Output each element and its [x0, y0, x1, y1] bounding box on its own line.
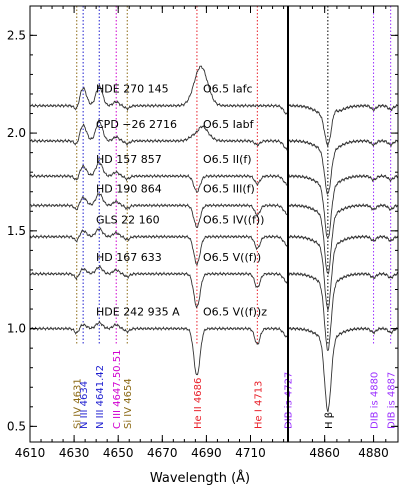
xtick-label-right-1: 4880 — [358, 446, 389, 460]
xtick-label-right-0: 4860 — [309, 446, 340, 460]
xtick-label-left-2: 4650 — [103, 446, 134, 460]
reference-lines — [76, 6, 392, 345]
x-axis-label: Wavelength (Å) — [150, 470, 250, 486]
line-label-7: DIB is 4727 — [284, 372, 295, 429]
line-label-2: N III 4641.42 — [95, 365, 106, 429]
star-sptype-0: O6.5 Iafc — [203, 83, 253, 96]
ytick-label-3: 2.0 — [7, 126, 26, 140]
line-label-1: N III 4634 — [79, 381, 90, 429]
xtick-label-left-3: 4670 — [147, 446, 178, 460]
spectrum-right-3 — [287, 203, 399, 275]
ytick-label-0: 0.5 — [7, 419, 26, 433]
xtick-label-left-5: 4710 — [235, 446, 266, 460]
star-labels: HDE 270 145 O6.5 Iafc CPD −26 2716 O6.5 Iab… — [96, 83, 267, 319]
star-name-5: HD 167 633 — [96, 251, 162, 264]
star-name-1: CPD −26 2716 — [96, 118, 177, 131]
star-sptype-1: O6.5 Iabf — [203, 118, 255, 131]
ytick-label-1: 1.0 — [7, 322, 26, 336]
line-label-6: He I 4713 — [253, 381, 264, 429]
plot-frame — [29, 5, 399, 443]
spectrum-right-6 — [287, 326, 399, 413]
spectrum-left-5 — [29, 264, 289, 309]
spectrum-right-4 — [287, 234, 399, 312]
xtick-label-left-4: 4690 — [191, 446, 222, 460]
axes: 0.5 1.0 1.5 2.0 2.5 4610 4630 4650 4670 4690 4710 4… — [7, 5, 399, 460]
line-label-3: C III 4647.50.51 — [112, 350, 123, 429]
ytick-label-2: 1.5 — [7, 224, 26, 238]
line-label-8: H β — [324, 412, 335, 429]
spectrum-left-3 — [29, 192, 289, 228]
spectrum-left-1 — [29, 118, 289, 151]
line-label-0: Si IV 4631 — [73, 378, 84, 429]
xtick-label-left-0: 4610 — [15, 446, 46, 460]
star-name-6: HDE 242 935 A — [96, 306, 180, 319]
line-label-10: DIB is 4887 — [387, 372, 398, 429]
line-label-5: He II 4686 — [193, 378, 204, 429]
star-sptype-4: O6.5 IV((f)) — [203, 214, 264, 227]
star-name-2: HD 157 857 — [96, 153, 162, 166]
spectrum-right-2 — [287, 173, 399, 239]
star-sptype-6: O6.5 V((f))z — [203, 306, 267, 319]
star-sptype-5: O6.5 V((f)) — [203, 251, 261, 264]
spectra-group — [29, 65, 399, 413]
star-name-3: HD 190 864 — [96, 182, 162, 195]
spectrum-right-1 — [287, 138, 399, 196]
spectrum-right-0 — [287, 103, 399, 147]
xtick-label-left-1: 4630 — [59, 446, 90, 460]
line-label-4: Si IV 4654 — [123, 378, 134, 429]
spectrum-right-5 — [287, 271, 399, 352]
star-sptype-2: O6.5 II(f) — [203, 153, 252, 166]
star-name-4: GLS 22 160 — [96, 214, 160, 227]
ytick-label-4: 2.5 — [7, 28, 26, 42]
star-sptype-3: O6.5 III(f) — [203, 182, 255, 195]
spectrum-left-6 — [29, 320, 289, 376]
star-name-0: HDE 270 145 — [96, 83, 169, 96]
spectrum-left-4 — [29, 227, 289, 266]
line-label-9: DIB is 4880 — [370, 372, 381, 429]
spectrum-left-0 — [29, 65, 289, 116]
spectrum-left-2 — [29, 160, 289, 193]
